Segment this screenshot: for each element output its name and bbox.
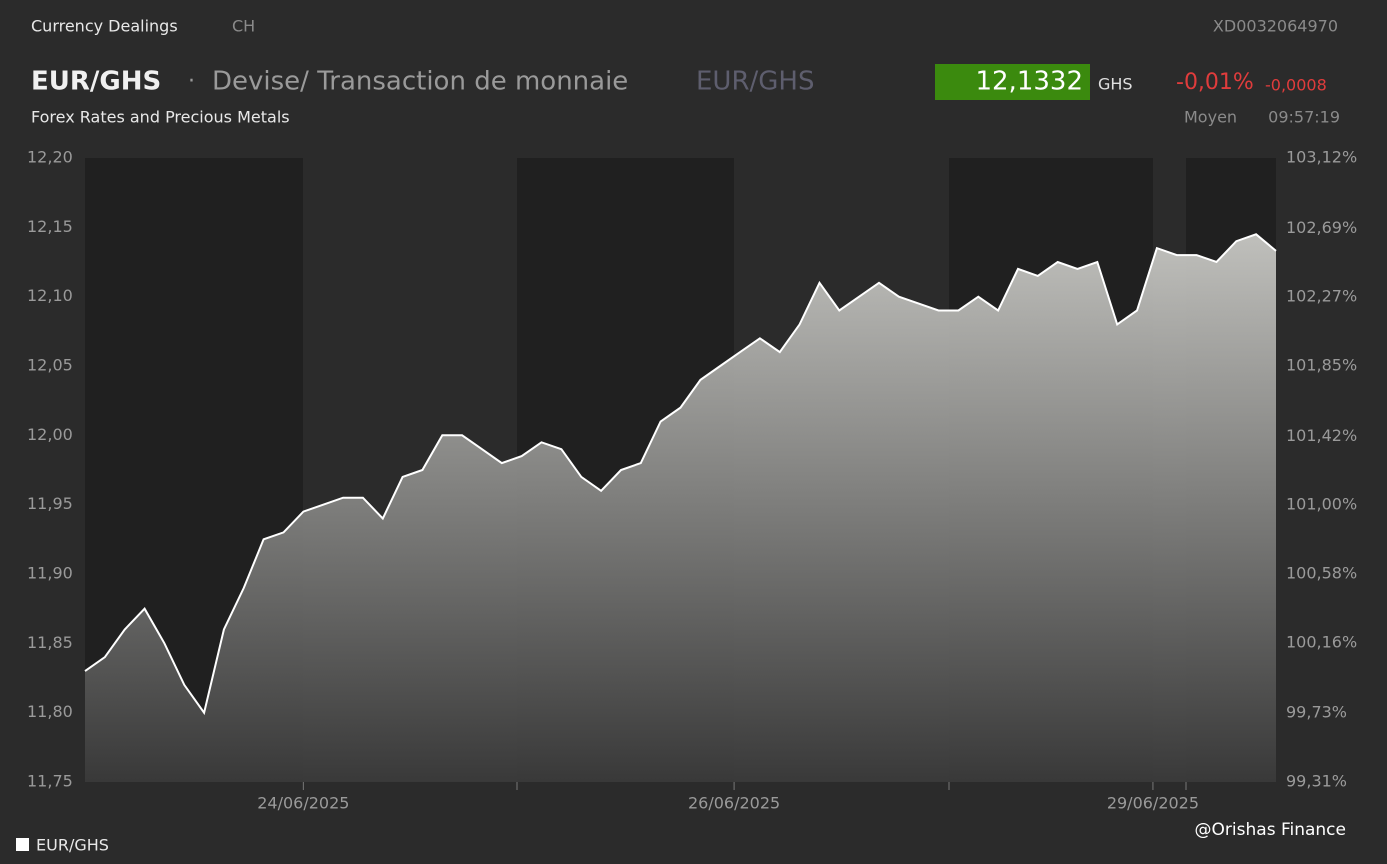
y-tick-label: 12,20 (27, 148, 73, 167)
y2-tick-label: 102,27% (1286, 287, 1357, 306)
watermark: @Orishas Finance (1195, 820, 1346, 840)
x-tick-label: 24/06/2025 (257, 794, 349, 813)
change-pct: -0,01% (1176, 70, 1254, 95)
y-tick-label: 12,05 (27, 356, 73, 375)
y-tick-label: 11,80 (27, 702, 73, 721)
y-tick-label: 12,10 (27, 286, 73, 305)
time: 09:57:19 (1268, 108, 1340, 127)
isin: XD0032064970 (1213, 17, 1338, 36)
description: Devise/ Transaction de monnaie (212, 67, 628, 97)
y2-tick-label: 101,85% (1286, 356, 1357, 375)
area (85, 234, 1276, 783)
y-tick-label: 11,75 (27, 772, 73, 791)
y2-tick-label: 99,73% (1286, 703, 1347, 722)
currency: GHS (1098, 75, 1133, 94)
x-tick-label: 26/06/2025 (688, 794, 780, 813)
price-type: Moyen (1184, 108, 1237, 127)
y-tick-label: 11,85 (27, 633, 73, 652)
y-tick-label: 11,90 (27, 564, 73, 583)
market: CH (232, 17, 255, 36)
line (84, 233, 1277, 716)
separator: · (188, 69, 195, 94)
y-tick-label: 12,15 (27, 217, 73, 236)
legend-swatch (16, 838, 29, 851)
y2-tick-label: 99,31% (1286, 772, 1347, 791)
y2-tick-label: 100,16% (1286, 632, 1357, 651)
y2-tick-label: 100,58% (1286, 564, 1357, 583)
plot: 11,75 11,80 11,85 11,90 11,95 12,00 12,05 12,10… (27, 148, 1357, 813)
subtitle: Forex Rates and Precious Metals (31, 108, 290, 127)
x-tick-label: 29/06/2025 (1107, 794, 1199, 813)
pair: EUR/GHS (31, 67, 161, 97)
y-tick-label: 11,95 (27, 494, 73, 513)
change-abs: -0,0008 (1265, 76, 1327, 95)
y2-tick-label: 102,69% (1286, 218, 1357, 237)
price: 12,1332 (975, 67, 1083, 97)
y2-tick-label: 101,00% (1286, 495, 1357, 514)
pair-alt: EUR/GHS (696, 67, 815, 97)
price-box (935, 64, 1090, 100)
source: Currency Dealings (31, 17, 178, 36)
y2-tick-label: 101,42% (1286, 426, 1357, 445)
y2-tick-label: 103,12% (1286, 148, 1357, 167)
y-tick-label: 12,00 (27, 425, 73, 444)
legend-label: EUR/GHS (36, 836, 109, 855)
